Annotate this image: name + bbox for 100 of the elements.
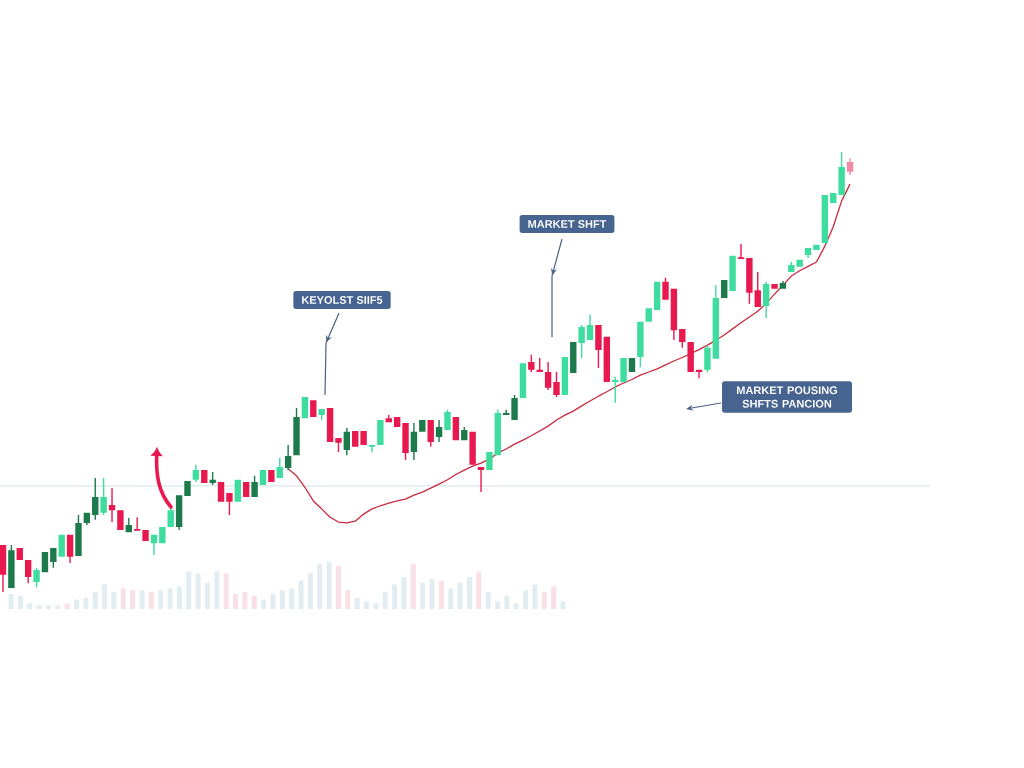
candlestick <box>586 314 594 340</box>
candlestick <box>754 272 761 307</box>
annotation: MARKET SHFT <box>528 220 607 228</box>
bar <box>186 571 192 609</box>
candlestick <box>519 363 527 398</box>
candlestick <box>721 280 728 299</box>
candlestick <box>133 517 141 531</box>
candlestick <box>50 548 57 568</box>
bar <box>279 590 285 609</box>
candlestick <box>435 419 443 442</box>
candlestick <box>704 345 711 372</box>
bar <box>364 601 370 609</box>
annotation: MARKET POUSING SHFTS PANCION <box>737 386 838 408</box>
candlestick <box>486 452 493 471</box>
bar <box>8 593 14 609</box>
candlestick <box>209 471 216 486</box>
candlestick <box>33 567 40 588</box>
candlestick <box>41 551 49 573</box>
candlestick <box>603 336 611 383</box>
candlestick <box>561 357 569 395</box>
candlestick <box>544 361 552 391</box>
candlestick <box>637 321 644 368</box>
candlestick <box>167 507 174 527</box>
bar <box>27 603 33 609</box>
bar <box>17 595 23 609</box>
candlestick <box>175 495 183 530</box>
bar <box>307 573 313 609</box>
candlestick <box>628 357 636 372</box>
candlestick <box>553 372 560 398</box>
bar <box>120 588 126 609</box>
candlestick <box>117 510 124 530</box>
annotation: KEYOLST SIIF5 <box>302 296 383 304</box>
bar <box>466 577 472 609</box>
bar <box>485 592 491 609</box>
candlestick <box>377 419 384 446</box>
candlestick <box>771 284 778 289</box>
candlestick <box>226 493 233 515</box>
candlestick <box>310 400 317 417</box>
bar <box>102 584 108 609</box>
bar <box>233 593 239 609</box>
bar <box>513 603 519 609</box>
candlestick <box>762 281 770 318</box>
candlestick <box>66 534 74 563</box>
candlestick <box>494 409 501 456</box>
bar <box>551 586 557 609</box>
bar <box>438 580 444 609</box>
candlestick <box>570 342 577 373</box>
candlestick <box>284 445 292 471</box>
bar <box>392 584 398 609</box>
candlestick <box>662 277 669 300</box>
candlestick <box>729 255 736 292</box>
bar <box>420 582 426 609</box>
candlestick <box>779 280 787 289</box>
candlestick <box>612 376 619 403</box>
bar <box>242 592 248 609</box>
candlestick <box>712 284 720 359</box>
candlestick <box>670 288 678 340</box>
candlestick <box>217 482 225 502</box>
candlestick <box>100 478 107 515</box>
candlestick <box>150 534 158 556</box>
candlestick <box>251 475 258 497</box>
candlestick <box>679 328 686 348</box>
candlestick <box>8 544 15 589</box>
candlestick <box>142 529 149 541</box>
candlestick <box>184 481 191 497</box>
bar <box>158 590 164 609</box>
bar <box>410 563 416 609</box>
candlestick <box>402 423 409 460</box>
candlestick <box>502 409 510 416</box>
candlestick <box>393 416 401 427</box>
candlestick <box>444 409 451 431</box>
candlestick <box>813 244 820 251</box>
bar <box>401 577 407 609</box>
candlestick <box>0 544 7 592</box>
bar <box>541 592 547 609</box>
candlestick <box>687 342 694 372</box>
bar <box>373 603 379 609</box>
candlestick <box>452 416 460 441</box>
bar <box>176 586 182 609</box>
bar <box>560 601 566 609</box>
bar <box>382 592 388 609</box>
bar <box>354 597 360 609</box>
candlestick <box>83 512 91 526</box>
candlestick <box>419 419 426 432</box>
bar <box>64 603 70 609</box>
bar <box>476 571 482 609</box>
bar <box>92 592 98 609</box>
bar <box>270 593 276 609</box>
candlestick <box>821 195 829 244</box>
candlestick <box>259 470 267 486</box>
candlestick <box>846 158 854 175</box>
candlestick <box>746 258 753 304</box>
bar <box>214 571 220 609</box>
candlestick <box>268 470 275 482</box>
candlestick <box>192 464 200 482</box>
bar <box>139 590 145 609</box>
bar <box>73 599 79 609</box>
candlestick <box>352 430 359 447</box>
bar <box>167 588 173 609</box>
bar <box>251 595 257 609</box>
